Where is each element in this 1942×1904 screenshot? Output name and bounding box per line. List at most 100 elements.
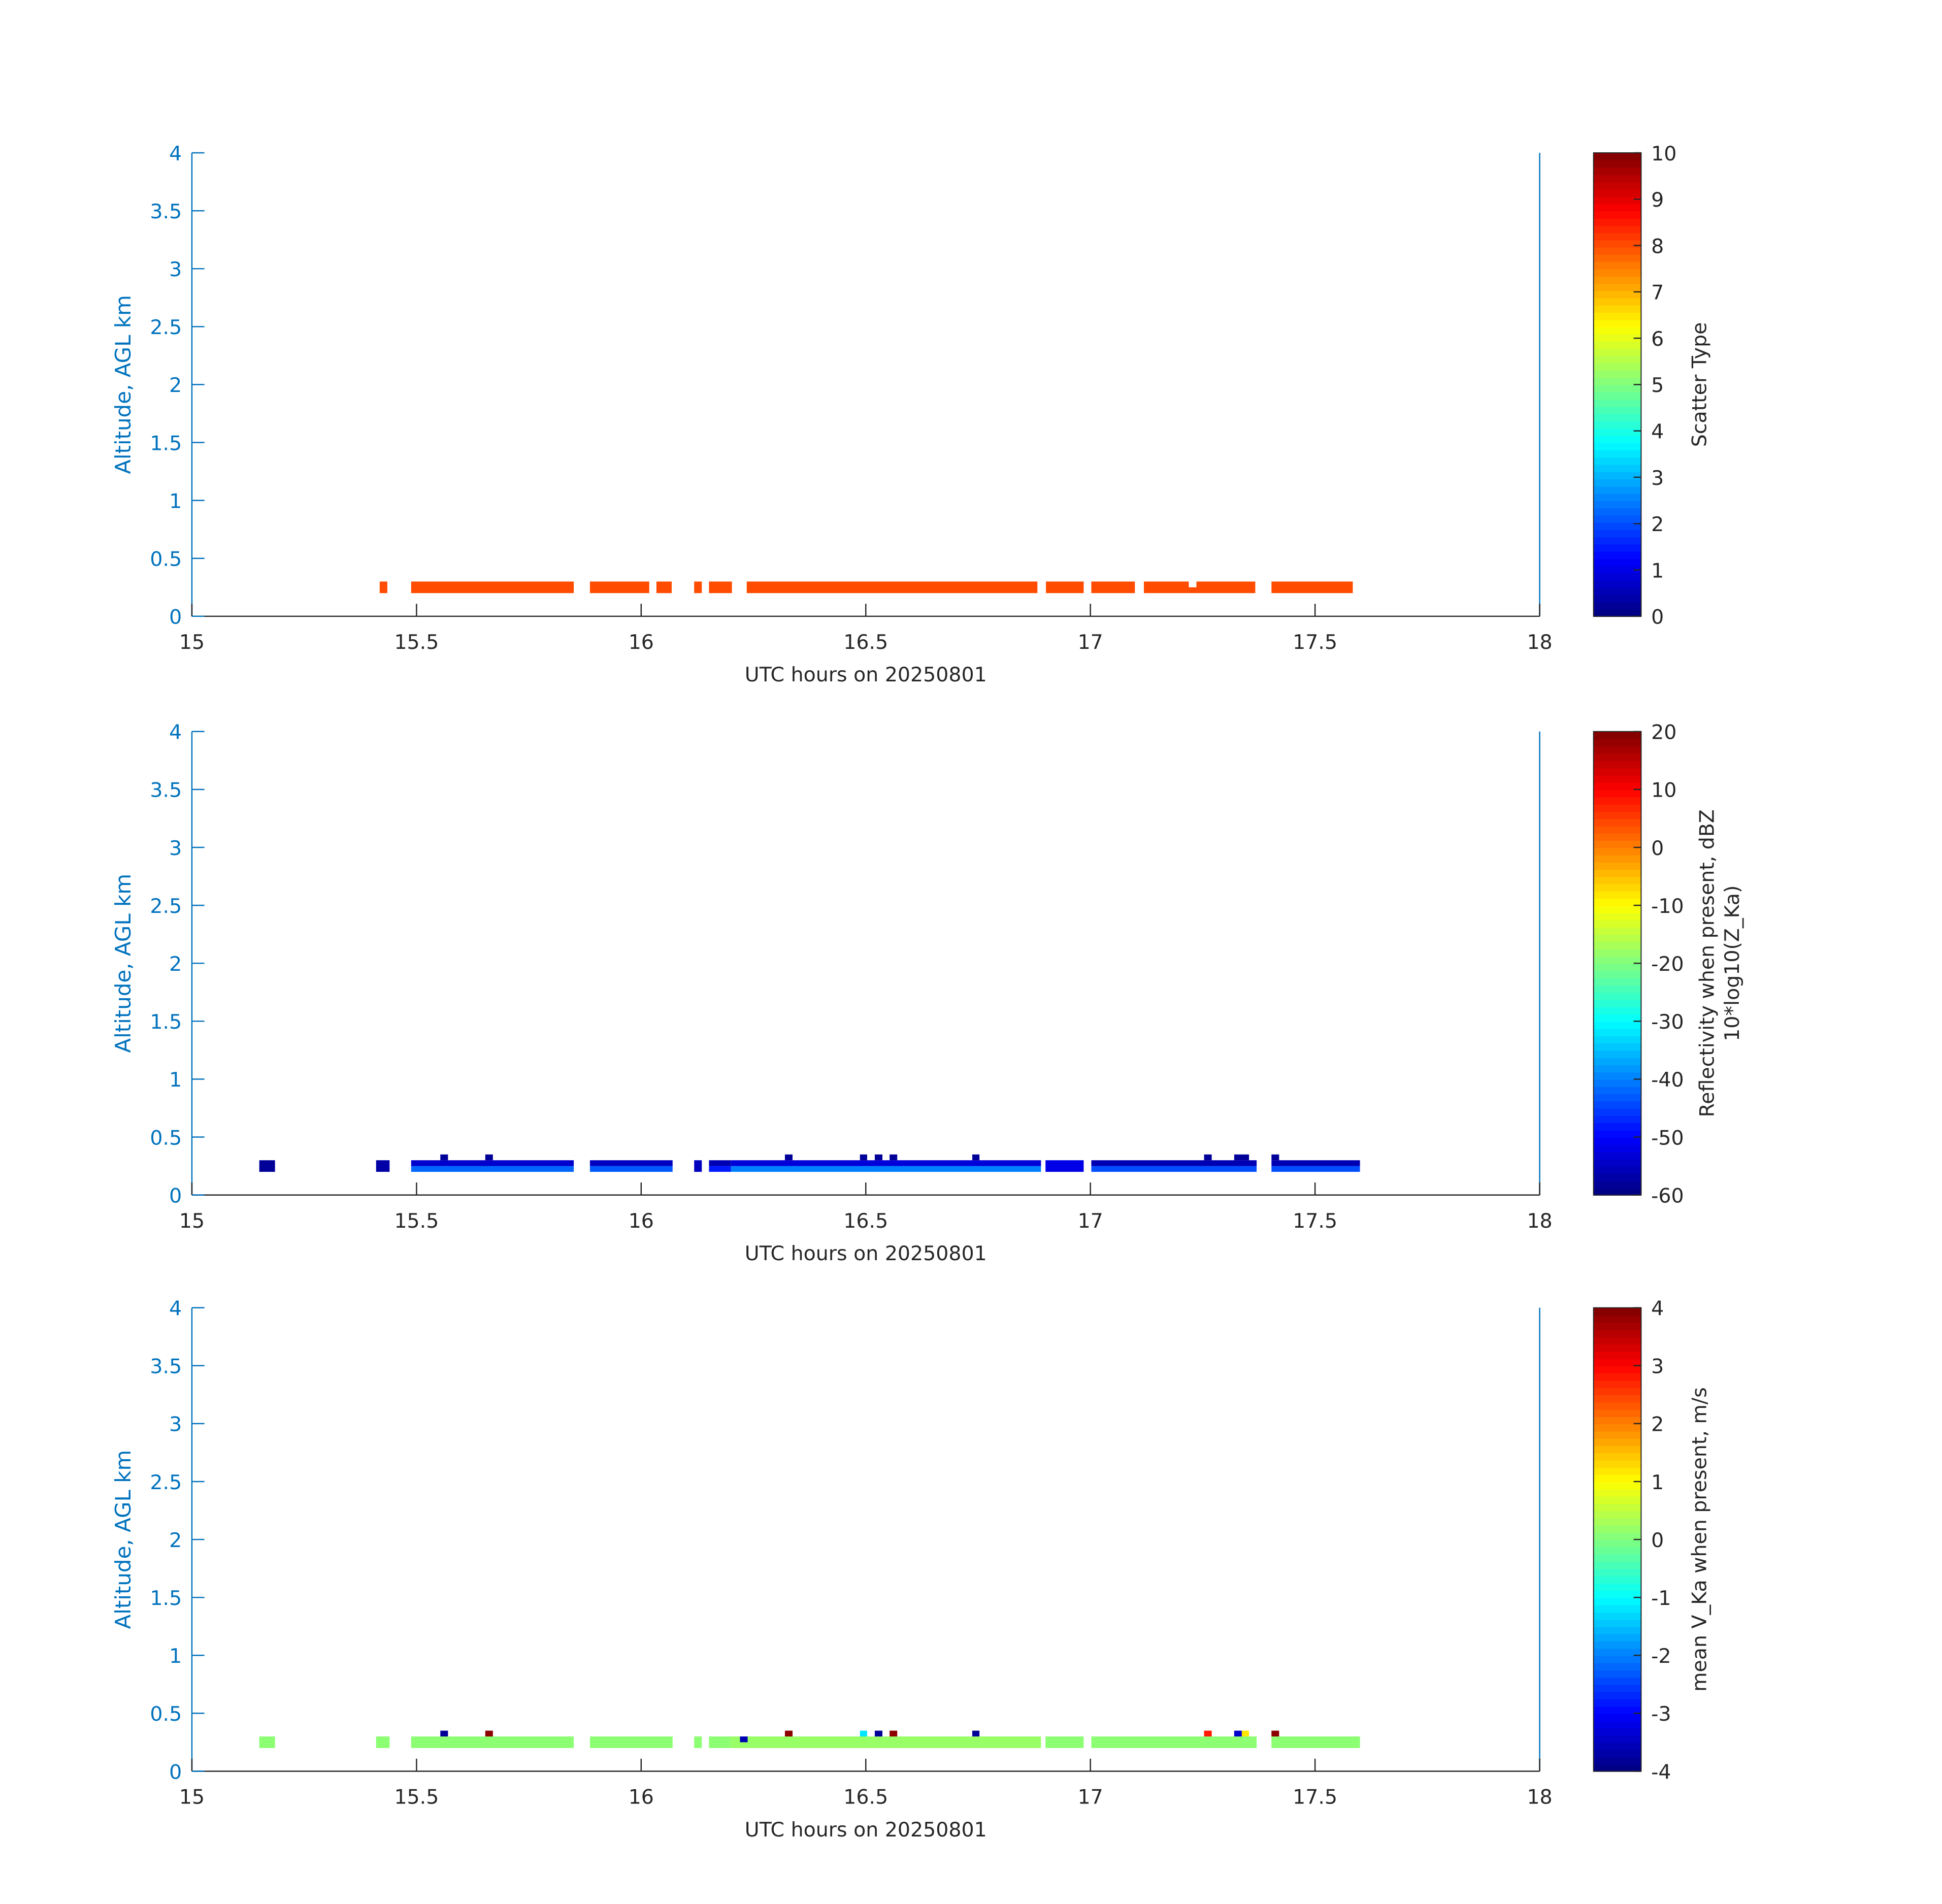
data-cell xyxy=(1196,581,1256,594)
colorbar-segment xyxy=(1593,218,1641,226)
data-cell xyxy=(589,1166,673,1172)
colorbar-tick-label: -20 xyxy=(1651,953,1684,976)
colorbar-tick-label: 7 xyxy=(1651,281,1664,305)
colorbar-segment xyxy=(1593,1669,1641,1678)
colorbar-segment xyxy=(1593,1122,1641,1131)
x-tick-label: 16.5 xyxy=(843,1786,888,1809)
colorbar-segment xyxy=(1593,1662,1641,1671)
data-cell xyxy=(740,1736,748,1743)
colorbar-segment xyxy=(1593,1749,1641,1758)
data-cell xyxy=(731,1160,1041,1166)
x-tick-label: 18 xyxy=(1527,1786,1552,1809)
y-tick-label: 3 xyxy=(169,837,182,860)
colorbar-segment xyxy=(1593,312,1641,320)
colorbar-segment xyxy=(1593,1315,1641,1323)
y-tick-label: 4 xyxy=(169,142,182,166)
colorbar-segment xyxy=(1593,746,1641,754)
colorbar-segment xyxy=(1593,1093,1641,1102)
colorbar-segment xyxy=(1593,1511,1641,1519)
colorbar-segment xyxy=(1593,920,1641,928)
colorbar-segment xyxy=(1593,1525,1641,1533)
colorbar-segment xyxy=(1593,391,1641,400)
colorbar-segment xyxy=(1593,1152,1641,1160)
colorbar-segment xyxy=(1593,305,1641,313)
colorbar-tick-label: 3 xyxy=(1651,1355,1664,1378)
colorbar-segment xyxy=(1593,1496,1641,1504)
colorbar-segment xyxy=(1593,1583,1641,1591)
colorbar-segment xyxy=(1593,319,1641,327)
colorbar-segment xyxy=(1593,992,1641,1000)
colorbar-segment xyxy=(1593,1655,1641,1663)
x-tick-label: 17.5 xyxy=(1293,1209,1337,1233)
colorbar-segment xyxy=(1593,1489,1641,1497)
data-cell xyxy=(376,1160,390,1172)
colorbar-segment xyxy=(1593,1532,1641,1540)
colorbar-segment xyxy=(1593,283,1641,291)
x-tick-label: 15 xyxy=(179,1786,205,1809)
panel-1: 15 15.5 16 16.5 17 17.5 1800.511.522.533.54UTC… xyxy=(111,142,1711,686)
colorbar-tick-label: 6 xyxy=(1651,327,1664,351)
colorbar-tick-label: -1 xyxy=(1651,1587,1671,1610)
data-cell xyxy=(694,1736,702,1748)
data-cell xyxy=(1204,1154,1212,1161)
y-tick-label: 4 xyxy=(169,721,182,744)
colorbar-segment xyxy=(1593,1756,1641,1765)
colorbar-segment xyxy=(1593,1115,1641,1124)
colorbar-tick-label: 20 xyxy=(1651,721,1676,744)
colorbar-segment xyxy=(1593,1358,1641,1366)
colorbar-segment xyxy=(1593,602,1641,610)
colorbar-segment xyxy=(1593,363,1641,371)
colorbar-segment xyxy=(1593,1101,1641,1109)
panel-2: 15 15.5 16 16.5 17 17.5 18 0 0.5 1 1.5 2 2.5 3 3.5 4 UTC… xyxy=(111,721,1744,1265)
y-tick-label: 2 xyxy=(169,1529,182,1552)
colorbar-segment xyxy=(1593,1064,1641,1073)
colorbar-segment xyxy=(1593,160,1641,168)
colorbar-segment xyxy=(1593,1742,1641,1750)
colorbar-segment xyxy=(1593,261,1641,270)
colorbar-segment xyxy=(1593,1159,1641,1167)
colorbar-segment xyxy=(1593,247,1641,255)
colorbar-segment xyxy=(1593,984,1641,993)
x-tick-label: 17.5 xyxy=(1293,631,1337,654)
colorbar-tick-label: 3 xyxy=(1651,467,1664,490)
data-cell xyxy=(1241,1730,1249,1737)
colorbar-segment xyxy=(1593,1416,1641,1425)
data-cell xyxy=(376,1736,390,1748)
colorbar-segment xyxy=(1593,377,1641,385)
colorbar-segment xyxy=(1593,1547,1641,1555)
colorbar-segment xyxy=(1593,1028,1641,1037)
colorbar-tick-label: 2 xyxy=(1651,513,1664,536)
data-cell xyxy=(784,1730,793,1737)
x-tick-label: 16.5 xyxy=(843,631,888,654)
colorbar-segment xyxy=(1593,797,1641,805)
colorbar-segment xyxy=(1593,558,1641,567)
colorbar-segment xyxy=(1593,290,1641,299)
colorbar-segment xyxy=(1593,522,1641,530)
y-tick-label: 0 xyxy=(169,606,182,629)
colorbar-segment xyxy=(1593,862,1641,870)
data-cell xyxy=(440,1154,448,1161)
colorbar-segment xyxy=(1593,1423,1641,1432)
x-tick-label: 17 xyxy=(1078,1786,1103,1809)
colorbar-segment xyxy=(1593,1173,1641,1181)
colorbar-segment xyxy=(1593,1604,1641,1613)
colorbar-segment xyxy=(1593,1322,1641,1330)
data-cell xyxy=(694,581,702,594)
y-tick-label: 3.5 xyxy=(150,200,182,223)
colorbar-segment xyxy=(1593,544,1641,552)
colorbar-segment xyxy=(1593,529,1641,538)
x-tick-label: 16 xyxy=(629,1786,654,1809)
data-cell xyxy=(890,1730,898,1737)
data-cell xyxy=(1091,1166,1257,1172)
colorbar-segment xyxy=(1593,478,1641,487)
colorbar-segment xyxy=(1593,833,1641,841)
colorbar-segment xyxy=(1593,1387,1641,1396)
y-tick-label: 0.5 xyxy=(150,1702,182,1726)
colorbar-segment xyxy=(1593,428,1641,436)
colorbar-segment xyxy=(1593,1035,1641,1044)
data-cell xyxy=(709,581,732,594)
colorbar-segment xyxy=(1593,1014,1641,1022)
colorbar-segment xyxy=(1593,1626,1641,1634)
y-tick-label: 1.5 xyxy=(150,432,182,455)
colorbar-tick-label: 8 xyxy=(1651,235,1664,258)
